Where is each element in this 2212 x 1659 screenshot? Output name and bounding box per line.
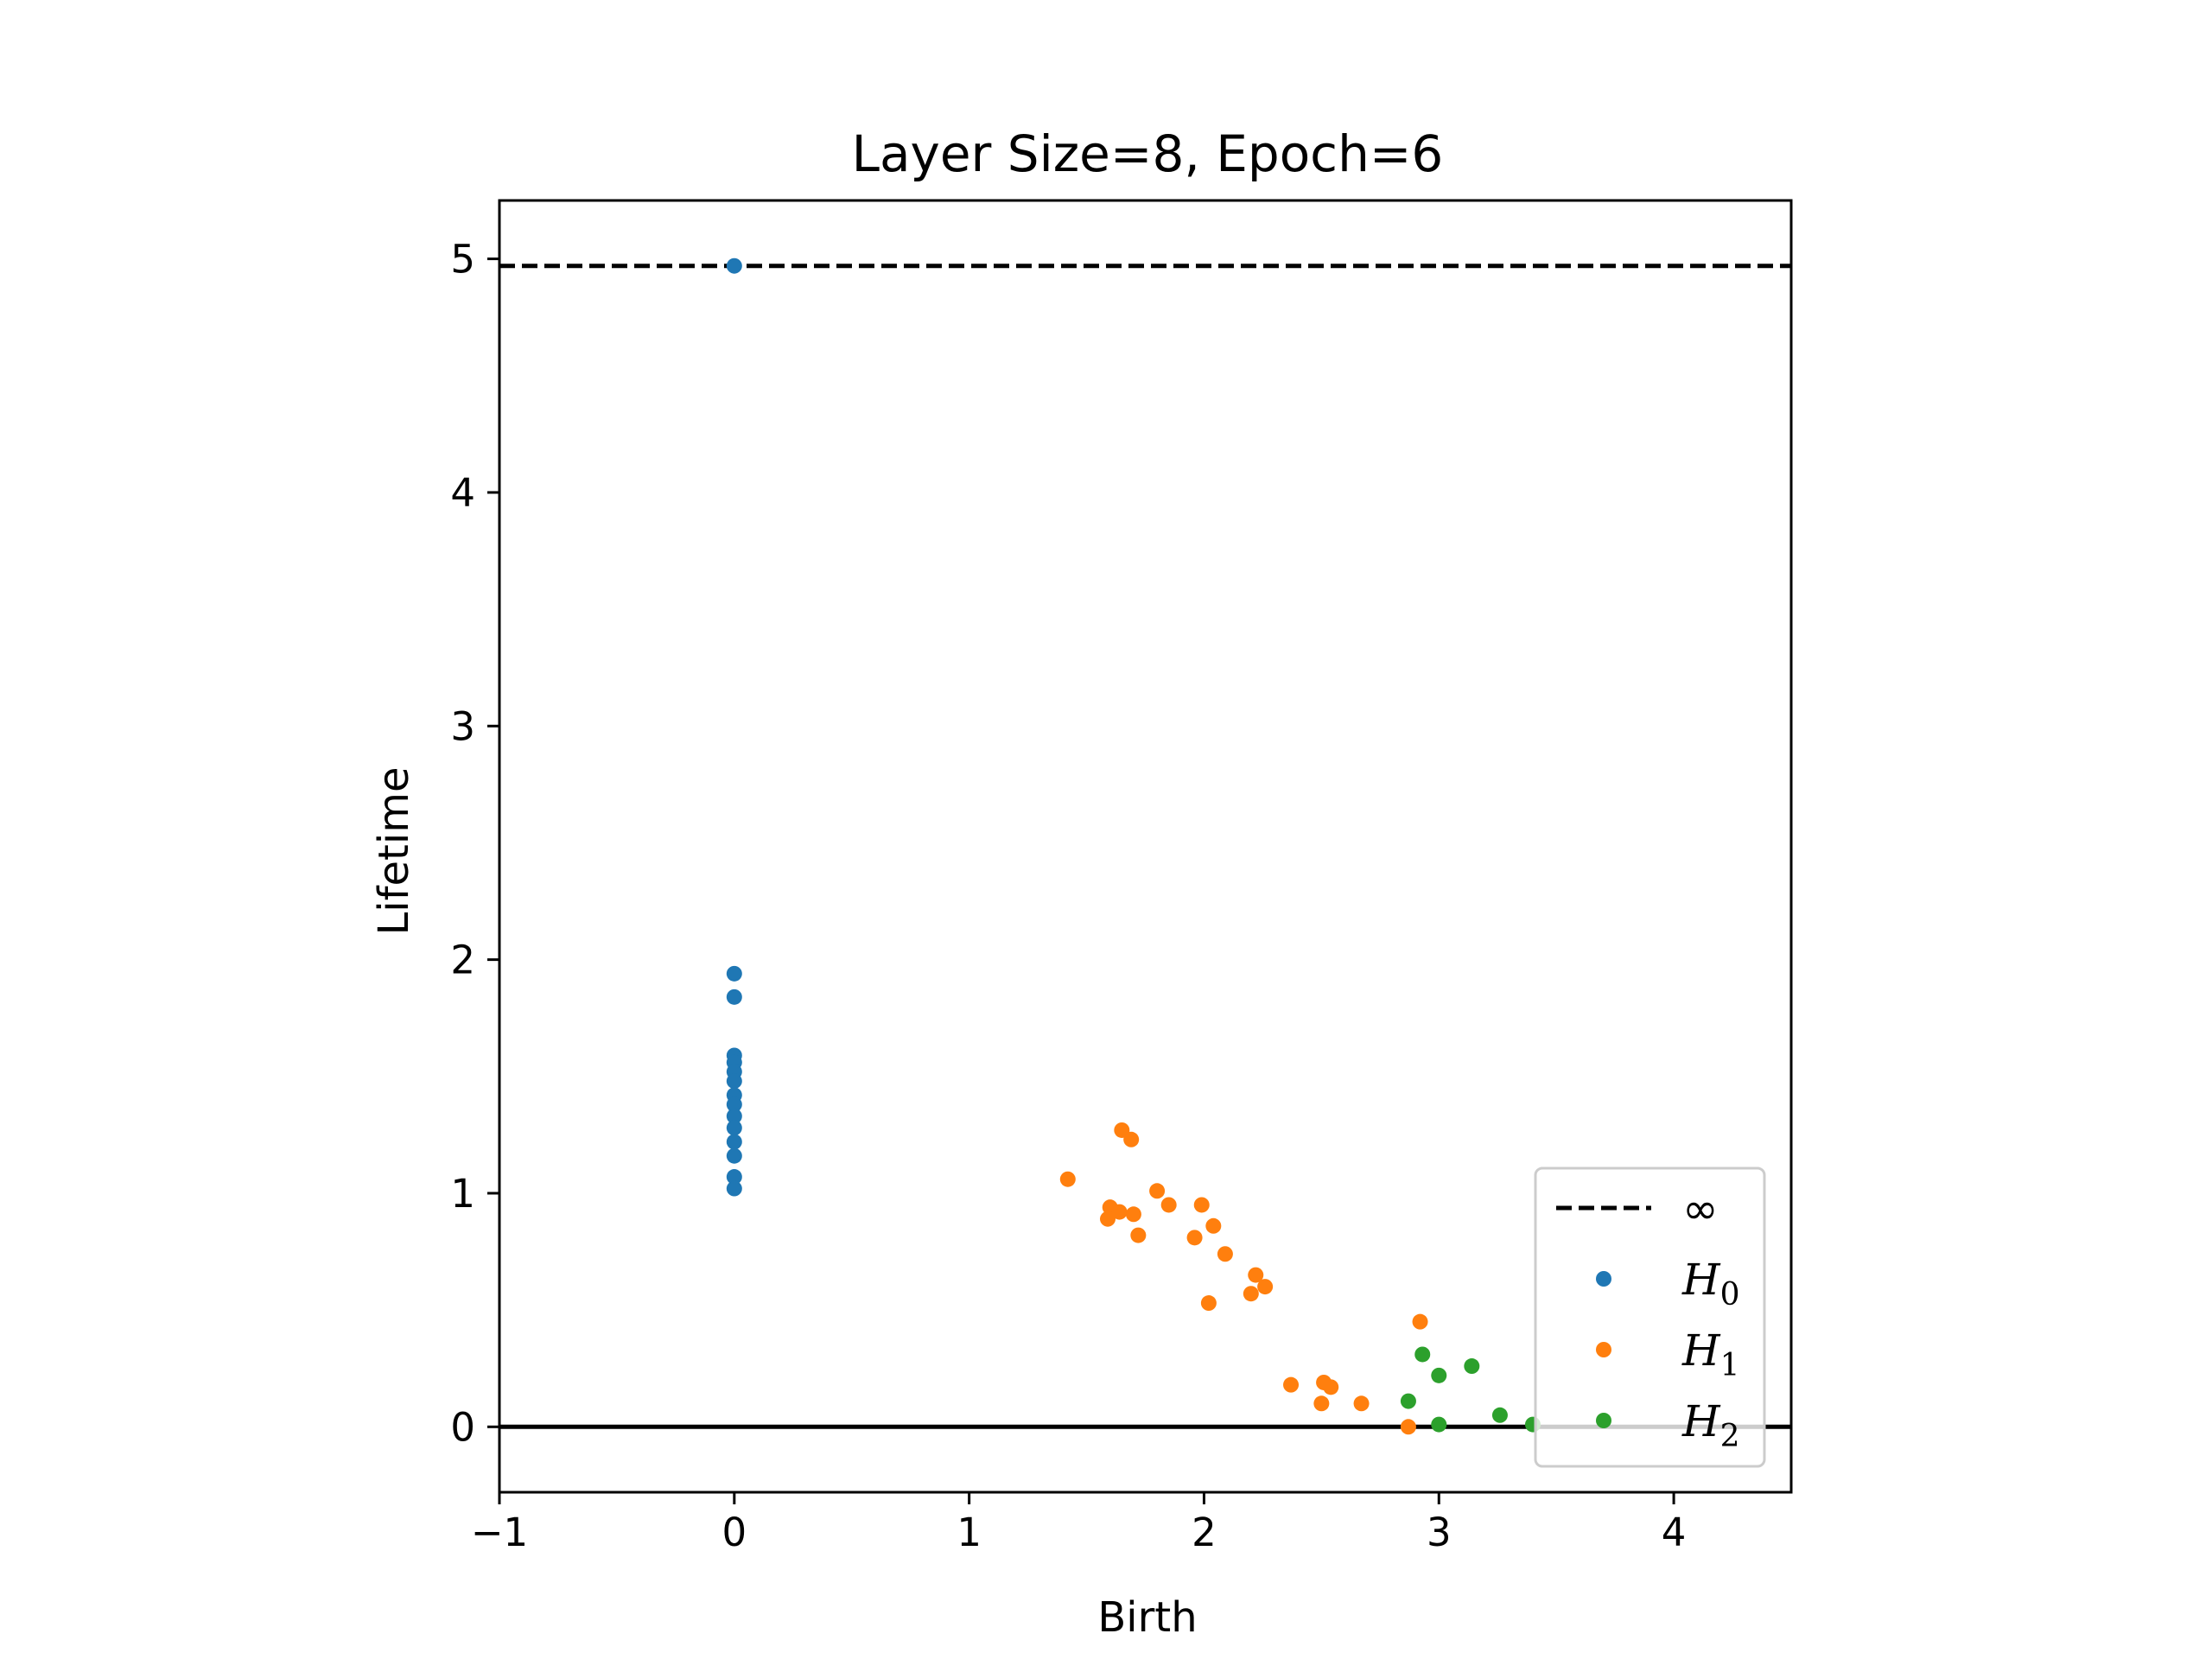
point-h1-14 [1248, 1267, 1264, 1283]
y-tick-label: 2 [450, 938, 475, 983]
point-h1-13 [1217, 1246, 1233, 1262]
point-h1-17 [1200, 1295, 1217, 1312]
x-axis-label: Birth [1097, 1593, 1197, 1642]
point-h1-21 [1323, 1379, 1339, 1395]
point-h1-18 [1412, 1313, 1428, 1330]
point-h1-19 [1283, 1376, 1300, 1393]
legend-label-main: H [1681, 1325, 1721, 1376]
legend-label-main: H [1681, 1255, 1721, 1305]
legend-box [1534, 1166, 1766, 1468]
x-tick-label: 2 [1192, 1510, 1217, 1555]
point-h1-15 [1257, 1279, 1274, 1295]
point-h1-12 [1205, 1217, 1222, 1234]
legend-h2-label: H2 [1681, 1396, 1740, 1454]
point-h1-0 [1059, 1171, 1076, 1187]
point-h0-12 [726, 1147, 742, 1164]
point-h1-9 [1160, 1197, 1177, 1213]
point-h0-0 [726, 257, 742, 274]
point-h0-13 [726, 1169, 742, 1185]
point-h0-8 [726, 1096, 742, 1113]
point-h1-22 [1313, 1395, 1330, 1412]
legend-h0-swatch [1596, 1271, 1611, 1287]
legend-h1-swatch [1596, 1342, 1611, 1357]
point-h2-2 [1431, 1367, 1447, 1383]
point-h1-10 [1193, 1197, 1210, 1213]
x-axis: −1 0 1 2 3 4 [471, 1492, 1687, 1555]
point-h2-0 [1414, 1346, 1431, 1363]
y-axis-label: Lifetime [370, 767, 418, 936]
point-h2-5 [1431, 1416, 1447, 1433]
chart-title: Layer Size=8, Epoch=6 [852, 124, 1444, 183]
legend-infinity-label: ∞ [1682, 1184, 1719, 1234]
point-h1-6 [1125, 1206, 1141, 1223]
legend-label-subscript: 2 [1720, 1419, 1740, 1454]
point-h0-6 [726, 1073, 742, 1090]
point-h2-1 [1464, 1358, 1480, 1375]
point-h0-10 [726, 1120, 742, 1136]
point-h1-7 [1100, 1211, 1116, 1227]
point-h1-11 [1186, 1230, 1203, 1246]
x-tick-label: 1 [957, 1510, 982, 1555]
x-tick-label: 4 [1662, 1510, 1687, 1555]
point-h1-2 [1123, 1131, 1140, 1147]
y-tick-label: 4 [450, 470, 475, 516]
point-h1-16 [1243, 1286, 1259, 1302]
y-tick-label: 5 [450, 237, 475, 283]
legend-label-subscript: 1 [1720, 1348, 1740, 1383]
y-axis: 0 1 2 3 4 5 [450, 237, 499, 1450]
plot-frame [498, 199, 1793, 1494]
point-h1-5 [1111, 1204, 1128, 1220]
point-h2-3 [1400, 1393, 1416, 1409]
legend-label-main: H [1681, 1396, 1721, 1446]
x-tick-label: 3 [1427, 1510, 1452, 1555]
point-h2-4 [1491, 1407, 1508, 1423]
x-tick-label: 0 [721, 1510, 747, 1555]
legend-h1-label: H1 [1681, 1325, 1740, 1383]
point-h1-23 [1353, 1395, 1370, 1412]
point-h0-2 [726, 988, 742, 1005]
point-h0-1 [726, 965, 742, 982]
point-h1-24 [1400, 1419, 1416, 1435]
x-tick-label: −1 [471, 1510, 528, 1555]
y-tick-label: 1 [450, 1171, 475, 1217]
point-h0-14 [726, 1180, 742, 1197]
y-tick-label: 3 [450, 703, 475, 749]
point-h0-11 [726, 1134, 742, 1150]
legend-h2-swatch [1596, 1413, 1611, 1428]
point-h1-8 [1130, 1227, 1147, 1243]
y-tick-label: 0 [450, 1404, 475, 1450]
legend-h0-label: H0 [1681, 1255, 1740, 1313]
point-h1-3 [1149, 1183, 1166, 1199]
legend-label-subscript: 0 [1720, 1277, 1740, 1313]
point-h0-9 [726, 1108, 742, 1124]
